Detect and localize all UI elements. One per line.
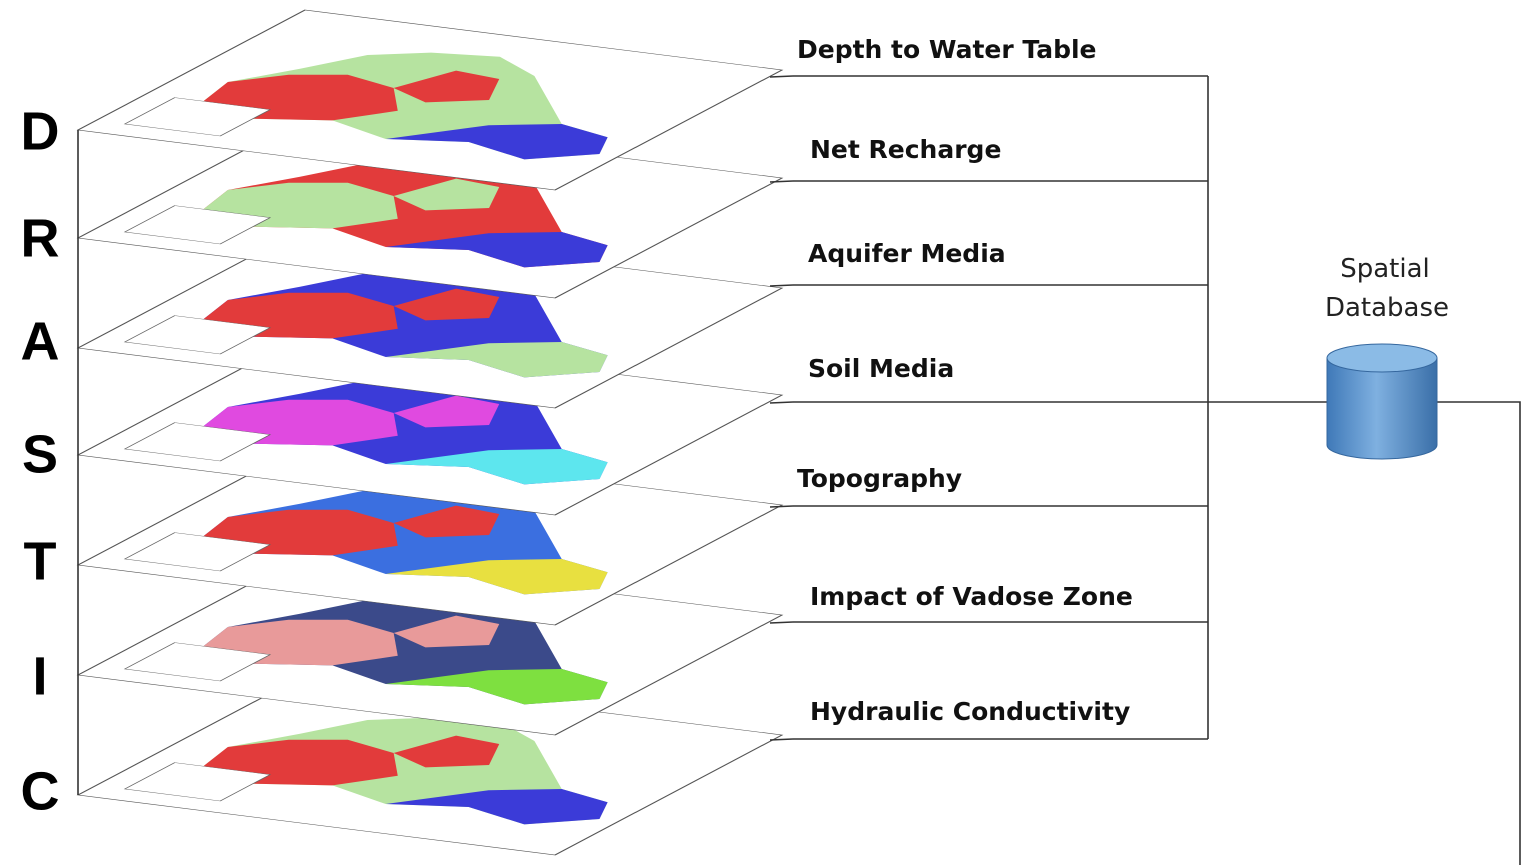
layer-label: Depth to Water Table xyxy=(797,35,1097,64)
drastic-letter: C xyxy=(21,761,60,821)
map-layer xyxy=(78,10,782,190)
map-stack xyxy=(78,10,782,855)
leader-line xyxy=(770,402,793,403)
leader-line xyxy=(770,76,793,77)
drastic-letter: R xyxy=(21,208,60,268)
database-label: Spatial xyxy=(1340,254,1430,284)
leader-line xyxy=(770,622,793,623)
database-icon xyxy=(1327,344,1437,459)
drastic-letter: A xyxy=(21,311,60,371)
layer-label: Hydraulic Conductivity xyxy=(810,697,1130,726)
layer-label: Net Recharge xyxy=(810,135,1001,164)
leader-line xyxy=(770,181,793,182)
leader-line xyxy=(770,506,793,507)
layer-label: Soil Media xyxy=(808,354,954,383)
layer-label: Impact of Vadose Zone xyxy=(810,582,1133,611)
layer-labels: Depth to Water Table Net Recharge Aquifer … xyxy=(770,35,1327,740)
connector xyxy=(1435,402,1520,865)
drastic-letter: I xyxy=(32,646,47,706)
leader-line xyxy=(770,285,793,286)
diagram: DRASTIC Depth to Water Table Net Recharge… xyxy=(0,0,1528,865)
layer-label: Topography xyxy=(797,464,962,493)
database-label: Database xyxy=(1325,293,1449,323)
layer-label: Aquifer Media xyxy=(808,239,1006,268)
drastic-letter: S xyxy=(22,424,58,484)
drastic-letter: D xyxy=(21,101,60,161)
leader-line xyxy=(770,739,793,740)
drastic-letter: T xyxy=(24,531,57,591)
